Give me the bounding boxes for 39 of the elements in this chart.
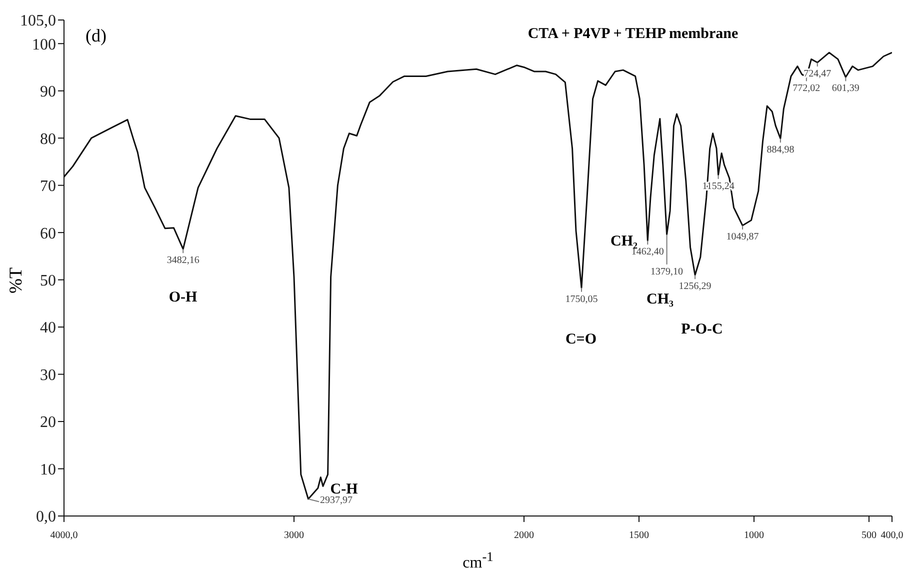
- annotation: C-H: [330, 482, 358, 498]
- annotation: CH₃: [646, 292, 674, 308]
- annotation: C=O: [565, 332, 597, 348]
- x-tick-label: 4000,0: [50, 530, 78, 541]
- y-tick-label: 105,0: [20, 12, 56, 30]
- annotation: (d): [86, 26, 106, 46]
- annotation: O-H: [168, 290, 198, 306]
- y-tick-label: 10: [40, 461, 56, 478]
- x-tick-label: 1000: [744, 530, 764, 541]
- annotation: 884,98: [766, 144, 794, 156]
- annotation: 2937,97: [320, 494, 353, 506]
- y-axis-title: %T: [6, 266, 26, 296]
- x-axis-title: cm$^{-1}$: [462, 549, 494, 568]
- annotation: 1750,05: [565, 294, 598, 305]
- annotation: CH₂: [610, 234, 638, 250]
- x-tick-label: 1500: [629, 530, 649, 541]
- y-tick-label: 50: [40, 272, 56, 290]
- annotation: 1379,10: [650, 266, 684, 278]
- x-tick-label: 3000: [284, 530, 304, 541]
- y-tick-label: 70: [40, 178, 56, 196]
- x-tick-label: 500: [862, 530, 876, 541]
- annotation: P-O-C: [681, 322, 723, 338]
- x-tick-label: 2000: [514, 530, 534, 541]
- annotation: 1462,40: [631, 246, 664, 258]
- annotation: 772,02: [792, 83, 820, 94]
- chart-title: CTA + P4VP + TEHP membrane: [526, 26, 740, 43]
- y-tick-label: 40: [40, 320, 56, 337]
- y-tick-label: 60: [40, 225, 56, 242]
- annotation: 1049,87: [726, 231, 759, 242]
- y-tick-label: 20: [40, 414, 56, 432]
- annotation: 601,39: [832, 83, 860, 94]
- y-tick-label: 80: [40, 130, 56, 148]
- x-tick-label: 400,0: [880, 530, 904, 541]
- y-tick-label: 0,0: [36, 508, 56, 526]
- y-tick-label: 90: [40, 84, 56, 101]
- y-tick-label: 100: [32, 36, 56, 54]
- annotation: 3482,16: [166, 255, 200, 266]
- y-tick-label: 30: [40, 366, 56, 384]
- annotation: 1256,29: [678, 281, 712, 292]
